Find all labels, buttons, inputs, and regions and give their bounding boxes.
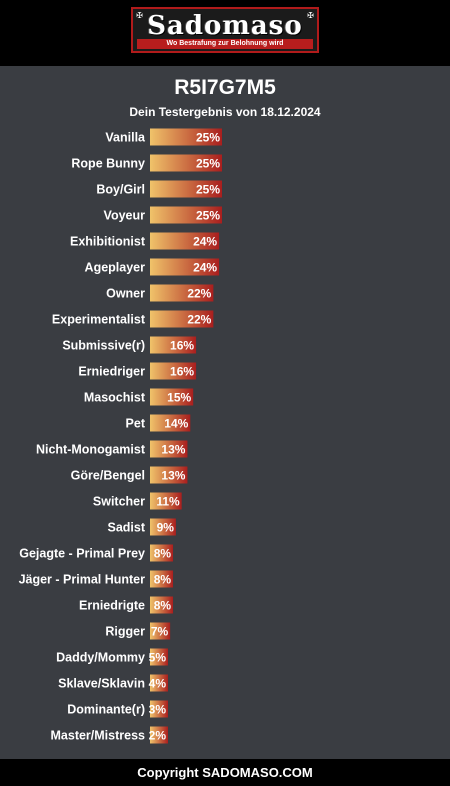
category-label: Rope Bunny bbox=[71, 157, 145, 171]
bar-value-label: 9% bbox=[157, 521, 175, 535]
bar-value-label: 8% bbox=[154, 573, 172, 587]
category-label: Gejagte - Primal Prey bbox=[19, 547, 145, 561]
bar bbox=[150, 206, 222, 224]
category-label: Erniedriger bbox=[78, 365, 145, 379]
category-label: Erniedrigte bbox=[79, 599, 145, 613]
bar bbox=[150, 232, 220, 250]
bar bbox=[150, 492, 182, 510]
bar-value-label: 5% bbox=[149, 651, 167, 665]
category-label: Rigger bbox=[105, 625, 145, 639]
category-label: Nicht-Monogamist bbox=[36, 443, 146, 457]
category-label: Jäger - Primal Hunter bbox=[19, 573, 146, 587]
bar-value-label: 11% bbox=[156, 495, 180, 509]
site-header: ✠ ✠ Sadomaso Wo Bestrafung zur Belohnung… bbox=[0, 0, 450, 66]
result-title: R5I7G7M5 bbox=[174, 76, 276, 99]
bar bbox=[150, 310, 214, 328]
bar bbox=[150, 596, 174, 614]
logo-subtitle: Wo Bestrafung zur Belohnung wird bbox=[137, 39, 313, 49]
bar bbox=[150, 440, 188, 458]
bar-value-label: 24% bbox=[193, 235, 217, 249]
bar-value-label: 25% bbox=[196, 131, 220, 145]
bar bbox=[150, 518, 176, 536]
site-logo[interactable]: ✠ ✠ Sadomaso Wo Bestrafung zur Belohnung… bbox=[131, 7, 319, 53]
bar bbox=[150, 336, 197, 354]
bar bbox=[150, 362, 197, 380]
bar-value-label: 22% bbox=[187, 313, 211, 327]
bar-value-label: 8% bbox=[154, 599, 172, 613]
bar bbox=[150, 154, 222, 172]
bar-value-label: 13% bbox=[161, 469, 185, 483]
bar-value-label: 7% bbox=[151, 625, 169, 639]
cross-icon: ✠ bbox=[136, 11, 143, 20]
category-label: Experimentalist bbox=[52, 313, 146, 327]
bar bbox=[150, 258, 220, 276]
category-label: Exhibitionist bbox=[70, 235, 146, 249]
bar bbox=[150, 674, 168, 692]
bar-value-label: 16% bbox=[170, 339, 194, 353]
category-label: Vanilla bbox=[105, 131, 146, 145]
category-label: Göre/Bengel bbox=[71, 469, 145, 483]
category-label: Owner bbox=[106, 287, 145, 301]
bar-value-label: 3% bbox=[149, 703, 167, 717]
bar-value-label: 4% bbox=[149, 677, 167, 691]
bar-value-label: 13% bbox=[161, 443, 185, 457]
bar bbox=[150, 128, 222, 146]
category-label: Boy/Girl bbox=[96, 183, 145, 197]
category-label: Voyeur bbox=[104, 209, 146, 223]
category-label: Daddy/Mommy bbox=[56, 651, 145, 665]
category-label: Master/Mistress bbox=[51, 729, 146, 743]
cross-icon: ✠ bbox=[307, 11, 314, 20]
bar-value-label: 8% bbox=[154, 547, 172, 561]
bar bbox=[150, 284, 214, 302]
category-label: Submissive(r) bbox=[62, 339, 145, 353]
category-label: Dominante(r) bbox=[67, 703, 145, 717]
category-label: Switcher bbox=[93, 495, 145, 509]
logo-title: Sadomaso bbox=[147, 11, 303, 41]
bar bbox=[150, 414, 191, 432]
bar bbox=[150, 570, 174, 588]
bar-value-label: 25% bbox=[196, 183, 220, 197]
bar bbox=[150, 466, 188, 484]
bar-value-label: 2% bbox=[149, 729, 167, 743]
bar bbox=[150, 180, 222, 198]
category-label: Pet bbox=[126, 417, 146, 431]
bar-value-label: 22% bbox=[187, 287, 211, 301]
bar-value-label: 15% bbox=[167, 391, 191, 405]
bar-value-label: 24% bbox=[193, 261, 217, 275]
result-bar-chart: Vanilla 25% Rope Bunny 25% Boy/Girl 25% Voyeur… bbox=[19, 128, 222, 744]
category-label: Sadist bbox=[107, 521, 145, 535]
bar bbox=[150, 726, 168, 744]
bar bbox=[150, 648, 168, 666]
bar bbox=[150, 700, 168, 718]
bar-value-label: 14% bbox=[164, 417, 188, 431]
bar-value-label: 25% bbox=[196, 209, 220, 223]
bar bbox=[150, 544, 174, 562]
bar bbox=[150, 388, 194, 406]
category-label: Masochist bbox=[84, 391, 146, 405]
bar-value-label: 25% bbox=[196, 157, 220, 171]
result-subtitle: Dein Testergebnis von 18.12.2024 bbox=[129, 105, 321, 119]
footer-copyright: Copyright SADOMASO.COM bbox=[0, 759, 450, 786]
bar-value-label: 16% bbox=[170, 365, 194, 379]
category-label: Sklave/Sklavin bbox=[58, 677, 145, 691]
category-label: Ageplayer bbox=[85, 261, 146, 275]
bar bbox=[150, 622, 171, 640]
